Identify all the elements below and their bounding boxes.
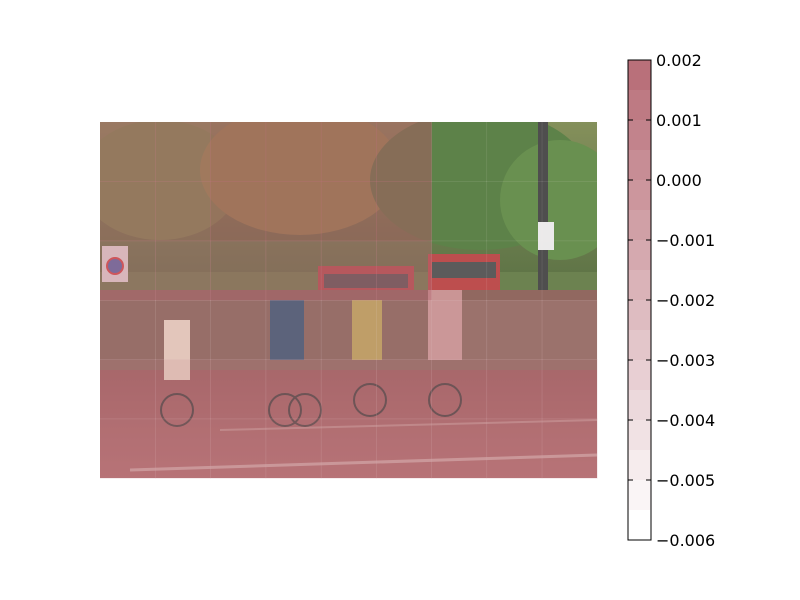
colorbar-tick-label: −0.005 [656,471,715,490]
colorbar-band [628,510,651,541]
colorbar-band [628,60,651,91]
heatmap-cell [265,300,322,360]
heatmap-cell [320,418,377,479]
heatmap-cell [376,181,432,242]
heatmap-cell [320,122,377,182]
colorbar-band [628,90,651,121]
colorbar-band [628,360,651,391]
heatmap-cell [376,359,432,420]
colorbar-band [628,120,651,151]
heatmap-cell [541,418,598,479]
heatmap-cell [265,240,322,301]
heatmap-cell [431,240,488,301]
heatmap-cell [320,300,377,360]
heatmap-cell [210,240,267,301]
heatmap-cell [541,300,598,360]
heatmap-cell [155,181,211,242]
colorbar-tick-label: −0.003 [656,351,715,370]
colorbar-band [628,180,651,211]
colorbar-tick-label: 0.000 [656,171,702,190]
heatmap-cell [155,359,211,420]
heatmap-cell [100,418,156,479]
heatmap-cell [541,240,598,301]
heatmap-cell [431,418,488,479]
heatmap-cell [376,122,432,182]
heatmap-cell [541,359,598,420]
colorbar-band [628,210,651,241]
heatmap-cell [431,359,488,420]
heatmap-cell [320,240,377,301]
heatmap-cell [100,359,156,420]
heatmap-cell [265,359,322,420]
heatmap-cell [376,418,432,479]
heatmap-cell [265,122,322,182]
heatmap-cell [431,300,488,360]
heatmap-cell [265,418,322,479]
colorbar-tick-label: 0.001 [656,111,702,130]
heatmap-cell [210,300,267,360]
heatmap-cell [376,300,432,360]
heatmap-cell [486,359,543,420]
heatmap-overlay [100,122,598,479]
colorbar-band [628,240,651,271]
heatmap-cell [486,122,543,182]
heatmap-cell [486,418,543,479]
heatmap-cell [210,418,267,479]
colorbar-tick-label: −0.001 [656,231,715,250]
heatmap-cell [210,122,267,182]
colorbar-tick-label: −0.006 [656,531,715,550]
heatmap-cell [541,181,598,242]
heatmap-cell [100,181,156,242]
colorbar-band [628,270,651,301]
heatmap-cell [100,122,156,182]
heatmap-cell [210,181,267,242]
heatmap-cell [155,122,211,182]
heatmap-cell [376,240,432,301]
heatmap-cell [100,240,156,301]
colorbar-tick-label: 0.002 [656,51,702,70]
colorbar: 0.002 0.001 0.000 −0.001 −0.002 −0.003 −0.004 −… [627,51,715,550]
heatmap-cell [486,181,543,242]
heatmap-cell [155,418,211,479]
colorbar-band [628,450,651,481]
heatmap-cell [486,300,543,360]
heatmap-cell [320,181,377,242]
heatmap-cell [100,300,156,360]
heatmap-cell [155,300,211,360]
heatmap-cell [431,181,488,242]
colorbar-band [628,150,651,181]
colorbar-band [628,330,651,361]
colorbar-band [628,480,651,511]
heatmap-cell [486,240,543,301]
heatmap-cell [210,359,267,420]
heatmap-cell [431,122,488,182]
colorbar-band [628,390,651,421]
colorbar-band [628,300,651,331]
heatmap-cell [320,359,377,420]
colorbar-tick-label: −0.002 [656,291,715,310]
heatmap-cell [541,122,598,182]
colorbar-tick-label: −0.004 [656,411,715,430]
heatmap-cell [155,240,211,301]
colorbar-band [628,420,651,451]
heatmap-cell [265,181,322,242]
